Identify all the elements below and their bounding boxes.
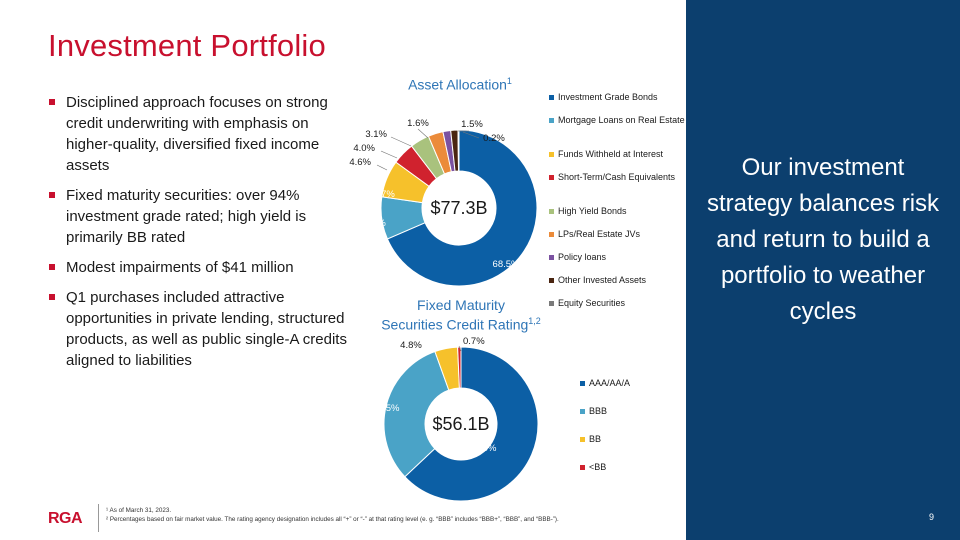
legend-label: Policy loans [558, 252, 607, 262]
footnote-1: ¹ As of March 31, 2023. [106, 507, 172, 514]
leader-line [462, 131, 480, 139]
footer: RGA ¹ As of March 31, 2023. ² Percentage… [0, 500, 686, 536]
center-total-label: $56.1B [432, 414, 489, 434]
bullet-text: Modest impairments of $41 million [66, 259, 294, 276]
legend-swatch [549, 255, 554, 260]
legend-label: <BB [589, 462, 607, 472]
legend-label: BBB [589, 406, 608, 416]
footnotes: ¹ As of March 31, 2023. ² Percentages ba… [106, 506, 559, 524]
bullet-text: Disciplined approach focuses on strong c… [66, 94, 328, 174]
slice-equity-securities [457, 129, 460, 172]
legend-label: Short-Term/Cash Equivalents [558, 172, 676, 182]
data-label-bb: 4.8% [400, 340, 422, 351]
data-label-short-term-cash-equivalents: 4.6% [349, 157, 371, 168]
key-message-panel: Our investment strategy balances risk an… [686, 0, 960, 540]
bullet-marker [49, 264, 55, 270]
legend-item: LPs/Real Estate JVs [549, 229, 689, 240]
bullet-marker [49, 294, 55, 300]
credit-rating-title: Fixed Maturity Securities Credit Rating1… [356, 297, 566, 333]
credit-rating-donut: $56.1B 63.0% 31.5% 4.8% 0.7% [373, 336, 539, 502]
bullet-item: Disciplined approach focuses on strong c… [48, 92, 348, 176]
asset-allocation-legend: Investment Grade Bonds Mortgage Loans on … [549, 92, 689, 321]
legend-item: Mortgage Loans on Real Estate [549, 115, 689, 137]
data-label-aaa-aa-a: 63.0% [470, 443, 497, 454]
legend-swatch [580, 381, 585, 386]
slice-bb [457, 346, 462, 389]
credit-rating-title-sup: 1,2 [528, 316, 541, 326]
footnote-2: ² Percentages based on fair market value… [106, 516, 559, 523]
legend-item: BBB [580, 406, 670, 417]
legend-item: High Yield Bonds [549, 206, 689, 217]
legend-label: BB [589, 434, 602, 444]
slice-bbb [383, 350, 450, 478]
legend-swatch [549, 175, 554, 180]
bullet-text: Fixed maturity securities: over 94% inve… [66, 187, 307, 246]
legend-label: Funds Withheld at Interest [558, 149, 664, 159]
data-label-mortgage-loans-on-real-estate: 8.8% [364, 218, 386, 229]
bullet-item: Fixed maturity securities: over 94% inve… [48, 185, 348, 248]
data-label-investment-grade-bonds: 68.5% [493, 259, 520, 270]
credit-rating-title-line1: Fixed Maturity [417, 297, 505, 313]
asset-allocation-title: Asset Allocation1 [380, 76, 540, 93]
legend-label: High Yield Bonds [558, 206, 627, 216]
leader-line [390, 136, 412, 147]
legend-swatch [549, 232, 554, 237]
legend-label: Mortgage Loans on Real Estate [558, 115, 685, 125]
legend-swatch [549, 152, 554, 157]
rga-logo: RGA [48, 510, 83, 527]
page-title: Investment Portfolio [48, 28, 326, 63]
key-message-text: Our investment strategy balances risk an… [706, 154, 940, 325]
slice-investment-grade-bonds [386, 129, 538, 287]
bullet-marker [49, 99, 55, 105]
legend-swatch [549, 209, 554, 214]
legend-swatch [549, 95, 554, 100]
data-label-equity-securities: 0.2% [483, 133, 505, 144]
bullet-item: Modest impairments of $41 million [48, 257, 348, 278]
legend-item: Investment Grade Bonds [549, 92, 689, 103]
legend-item: Short-Term/Cash Equivalents [549, 172, 689, 194]
legend-item: <BB [580, 462, 670, 473]
leader-line [417, 128, 429, 139]
legend-label: AAA/AA/A [589, 378, 631, 388]
asset-allocation-title-text: Asset Allocation [408, 76, 507, 93]
page-number: 9 [928, 512, 934, 522]
legend-item: Funds Withheld at Interest [549, 149, 689, 160]
credit-rating-title-line2: Securities Credit Rating [381, 316, 529, 333]
asset-allocation-donut: $77.3B 68.5% 8.8% 7.7% 4.6% 4.0% 3.1% 1.6% 1.5%0… [349, 118, 538, 287]
legend-item: AAA/AA/A [580, 378, 670, 389]
legend-swatch [549, 301, 554, 306]
legend-item: Policy loans [549, 252, 689, 263]
data-label-bbb: 31.5% [373, 403, 400, 414]
legend-item: BB [580, 434, 670, 445]
data-label-other-invested-assets: 1.5% [461, 119, 483, 130]
bullet-text: Q1 purchases included attractive opportu… [66, 289, 347, 369]
data-label-funds-withheld-at-interest: 7.7% [373, 189, 395, 200]
center-total-label: $77.3B [430, 198, 487, 218]
legend-swatch [549, 278, 554, 283]
data-label-bb: 0.7% [463, 336, 485, 347]
bullet-list: Disciplined approach focuses on strong c… [48, 92, 348, 380]
bullet-item: Q1 purchases included attractive opportu… [48, 287, 348, 371]
legend-swatch [580, 465, 585, 470]
credit-rating-legend: AAA/AA/A BBB BB <BB [580, 378, 670, 490]
bullet-marker [49, 192, 55, 198]
data-label-lps-real-estate-jvs: 3.1% [365, 129, 387, 140]
legend-label: Equity Securities [558, 298, 626, 308]
legend-label: LPs/Real Estate JVs [558, 229, 641, 239]
data-label-high-yield-bonds: 4.0% [353, 143, 375, 154]
legend-label: Other Invested Assets [558, 275, 647, 285]
slice-aaa-aa-a [404, 346, 539, 502]
legend-swatch [580, 409, 585, 414]
leader-line [458, 345, 462, 352]
leader-line [380, 150, 398, 159]
legend-item: Other Invested Assets [549, 275, 689, 286]
legend-label: Investment Grade Bonds [558, 92, 658, 102]
footer-divider [98, 504, 99, 532]
legend-swatch [549, 118, 554, 123]
legend-item: Equity Securities [549, 298, 689, 309]
leader-line [376, 164, 388, 171]
legend-swatch [580, 437, 585, 442]
data-label-policy-loans: 1.6% [407, 118, 429, 129]
asset-allocation-title-sup: 1 [506, 76, 512, 86]
